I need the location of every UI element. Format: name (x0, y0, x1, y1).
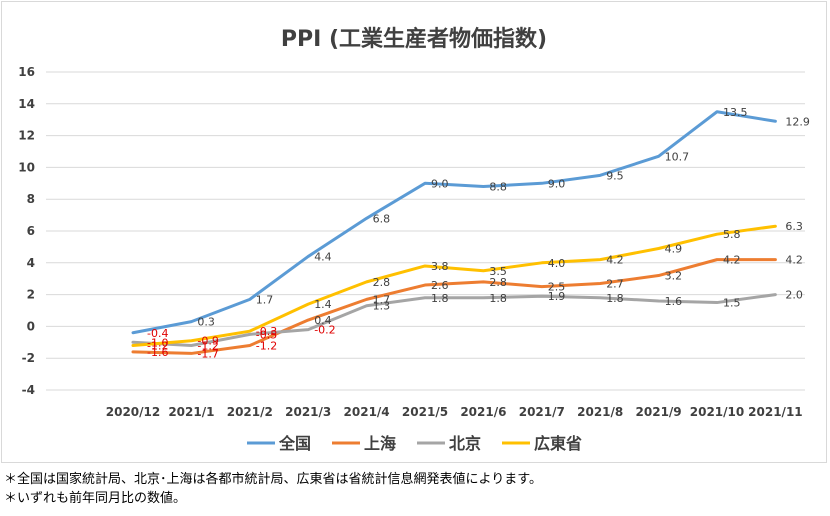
data-label: -0.5 (256, 328, 277, 341)
data-label: 1.8 (606, 292, 624, 305)
data-label: 8.8 (489, 180, 507, 193)
x-tick-label: 2021/6 (460, 405, 506, 419)
data-label: 0.3 (197, 316, 215, 329)
legend-label: 広東省 (534, 434, 582, 453)
data-label: 1.7 (256, 293, 273, 306)
data-label: 2.5 (548, 281, 566, 294)
data-label: 3.5 (489, 265, 507, 278)
legend-label: 上海 (364, 434, 396, 453)
series-line-3 (131, 224, 777, 347)
y-tick-label: 14 (18, 97, 35, 111)
y-tick-label: 10 (18, 160, 35, 174)
data-label: 4.2 (606, 254, 624, 267)
y-tick-label: 16 (18, 65, 35, 79)
series-line-2 (131, 293, 777, 347)
data-labels: -0.4 0.3 1.7 4.4 6.8 9.0 8.8 9.0 9.5 10.7 13.5 12.9… (147, 106, 810, 361)
data-label: -0.4 (147, 327, 168, 340)
grid-layer (46, 71, 805, 391)
x-tick-label: 2021/5 (402, 405, 448, 419)
y-axis: 16 14 12 10 8 6 4 2 0 -2 -4 (18, 65, 35, 397)
y-tick-label: 0 (27, 319, 35, 333)
data-label: 4.2 (785, 254, 803, 267)
data-label: -1.6 (147, 346, 168, 359)
data-label: 2.6 (431, 279, 449, 292)
data-label: -1.7 (197, 347, 218, 360)
data-label: 9.0 (431, 177, 449, 190)
y-tick-label: 4 (27, 256, 35, 270)
data-label: 1.5 (723, 297, 741, 310)
data-label: 2.8 (489, 276, 507, 289)
data-label: 4.0 (548, 257, 566, 270)
data-label: 1.7 (373, 293, 391, 306)
data-label: 6.8 (373, 212, 391, 225)
line-chart: PPI (工業生産者物価指数) 16 14 12 10 8 6 4 2 0 -2 -4 2020/1… (18, 26, 810, 453)
data-label: -0.3 (256, 325, 277, 338)
data-label: 0.4 (314, 314, 332, 327)
series-line-1 (131, 258, 777, 355)
data-label: 3.2 (665, 270, 683, 283)
x-tick-label: 2021/7 (519, 405, 565, 419)
data-label: 1.9 (548, 290, 566, 303)
footnotes: ＊全国は国家統計局、北京･上海は各都市統計局、広東省は省統計信息網発表値によりま… (4, 470, 542, 508)
series-line-0 (131, 110, 777, 335)
data-label: 4.4 (314, 250, 332, 263)
x-tick-label: 2021/10 (690, 405, 744, 419)
data-label: 1.8 (489, 292, 507, 305)
x-axis: 2020/12 2021/1 2021/2 2021/3 2021/4 2021/5 202… (106, 405, 803, 419)
data-label: -1.2 (197, 339, 218, 352)
x-tick-label: 2021/2 (227, 405, 273, 419)
data-label: 4.9 (665, 242, 683, 255)
y-tick-label: 8 (27, 192, 35, 206)
x-tick-label: 2021/3 (285, 405, 331, 419)
footnote-source: ＊全国は国家統計局、北京･上海は各都市統計局、広東省は省統計信息網発表値によりま… (4, 472, 542, 487)
y-tick-label: 2 (27, 288, 35, 302)
data-label: 12.9 (785, 115, 810, 128)
legend: 全国 上海 北京 広東省 (247, 434, 582, 453)
legend-label: 全国 (278, 434, 311, 453)
chart-title: PPI (工業生産者物価指数) (281, 26, 547, 52)
series-layer (131, 110, 777, 355)
data-label: 1.3 (373, 300, 391, 313)
data-label: 6.3 (785, 220, 803, 233)
y-tick-label: -4 (22, 383, 35, 397)
data-label: -1.2 (147, 339, 168, 352)
footnote-yoy: ＊いずれも前年同月比の数値。 (4, 491, 187, 506)
chart-frame: PPI (工業生産者物価指数) 16 14 12 10 8 6 4 2 0 -2 -4 2020/1… (1, 1, 827, 463)
data-label: 2.8 (373, 276, 391, 289)
data-label: -0.9 (197, 335, 218, 348)
y-tick-label: 12 (18, 129, 35, 143)
x-tick-label: 2021/8 (577, 405, 623, 419)
x-tick-label: 2020/12 (106, 405, 160, 419)
data-label: -1.0 (147, 336, 168, 349)
data-label: 3.8 (431, 260, 449, 273)
data-label: 13.5 (723, 106, 748, 119)
data-label: 9.5 (606, 169, 624, 182)
y-tick-label: -2 (22, 351, 35, 365)
y-tick-label: 6 (27, 224, 35, 238)
data-label: -1.2 (256, 339, 277, 352)
data-label: 1.8 (431, 292, 449, 305)
data-label: 9.0 (548, 177, 566, 190)
data-label: 4.2 (723, 254, 741, 267)
x-tick-label: 2021/4 (344, 405, 390, 419)
data-label: 1.6 (665, 295, 683, 308)
data-label: 10.7 (665, 150, 690, 163)
data-label: 2.0 (785, 289, 803, 302)
x-tick-label: 2021/9 (636, 405, 682, 419)
x-tick-label: 2021/1 (168, 405, 214, 419)
x-tick-label: 2021/11 (748, 405, 802, 419)
data-label: 1.4 (314, 298, 332, 311)
legend-label: 北京 (449, 434, 481, 453)
data-label: 5.8 (723, 228, 741, 241)
data-label: 2.7 (606, 277, 624, 290)
data-label: -0.2 (314, 324, 335, 337)
